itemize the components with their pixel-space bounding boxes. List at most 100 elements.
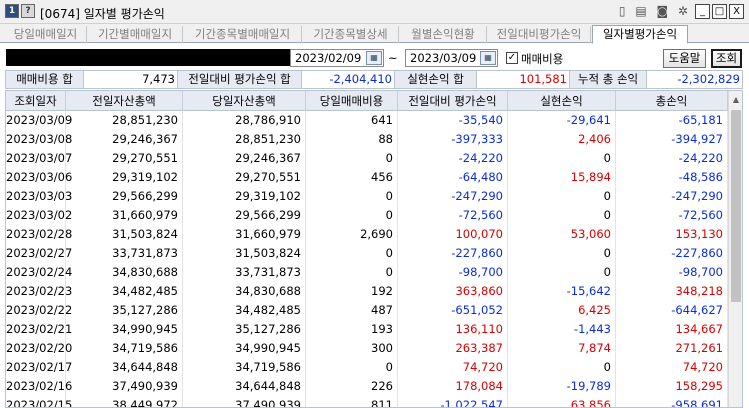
cell-today-assets: 28,851,230 bbox=[183, 130, 306, 149]
col-header-today-assets[interactable]: 당일자산총액 bbox=[183, 91, 306, 111]
cell-today-assets: 28,786,910 bbox=[183, 111, 306, 130]
cell-realized-pnl: -15,642 bbox=[508, 282, 616, 301]
cell-prev-assets: 34,719,586 bbox=[66, 339, 183, 358]
col-header-date[interactable]: 조회일자 bbox=[6, 91, 66, 111]
cell-realized-pnl: 15,894 bbox=[508, 168, 616, 187]
tab-today-journal[interactable]: 당일매매일지 bbox=[5, 26, 87, 43]
cell-total-pnl: -98,700 bbox=[616, 263, 728, 282]
cell-total-pnl: -958,691 bbox=[616, 396, 728, 407]
col-header-realized-pnl[interactable]: 실현손익 bbox=[508, 91, 616, 111]
cell-fee: 88 bbox=[306, 130, 398, 149]
cell-prev-assets: 29,270,551 bbox=[66, 149, 183, 168]
tab-monthly-pnl[interactable]: 월별손익현황 bbox=[400, 26, 487, 43]
cell-realized-pnl: 7,874 bbox=[508, 339, 616, 358]
query-button[interactable]: 조회 bbox=[711, 49, 742, 68]
cell-total-pnl: -72,560 bbox=[616, 206, 728, 225]
cell-realized-pnl: 63,856 bbox=[508, 396, 616, 407]
cell-eval-pnl: 100,070 bbox=[398, 225, 508, 244]
table-row[interactable]: 2023/02/24 34,830,688 33,731,873 0 -98,700 0-… bbox=[6, 263, 728, 282]
cell-fee: 0 bbox=[306, 149, 398, 168]
scroll-thumb[interactable] bbox=[731, 110, 741, 302]
tab-period-stock-journal[interactable]: 기간종목별매매일지 bbox=[184, 26, 302, 43]
table-row[interactable]: 2023/02/21 34,990,945 35,127,286 193 136,110… bbox=[6, 320, 728, 339]
cell-eval-pnl: -64,480 bbox=[398, 168, 508, 187]
cell-prev-assets: 34,830,688 bbox=[66, 263, 183, 282]
close-button[interactable]: X bbox=[729, 4, 744, 19]
title-bar: 1 ? [0674] 일자별 평가손익 ▯ ▤ ◙ ✲ _ □ X bbox=[0, 0, 749, 24]
cell-prev-assets: 34,482,485 bbox=[66, 282, 183, 301]
tab-prev-day-eval[interactable]: 전일대비평가손익 bbox=[488, 26, 591, 43]
cell-eval-pnl: -72,560 bbox=[398, 206, 508, 225]
cell-eval-pnl: 136,110 bbox=[398, 320, 508, 339]
cell-realized-pnl: 53,060 bbox=[508, 225, 616, 244]
cell-fee: 0 bbox=[306, 244, 398, 263]
table-row[interactable]: 2023/03/03 29,566,299 29,319,102 0 -247,290 0… bbox=[6, 187, 728, 206]
table-row[interactable]: 2023/02/22 35,127,286 34,482,485 487 -651,05… bbox=[6, 301, 728, 320]
cell-total-pnl: -24,220 bbox=[616, 149, 728, 168]
table-row[interactable]: 2023/02/15 38,449,972 37,490,939 811 -1,022,… bbox=[6, 396, 728, 407]
cell-realized-pnl: -29,641 bbox=[508, 111, 616, 130]
cell-fee: 487 bbox=[306, 301, 398, 320]
help-icon[interactable]: ? bbox=[21, 4, 35, 18]
account-field-redacted[interactable] bbox=[6, 49, 290, 66]
table-row[interactable]: 2023/03/07 29,270,551 29,246,367 0 -24,220 0-… bbox=[6, 149, 728, 168]
cell-fee: 0 bbox=[306, 187, 398, 206]
table-row[interactable]: 2023/02/17 34,644,848 34,719,586 0 74,720 0 74… bbox=[6, 358, 728, 377]
tab-daily-eval[interactable]: 일자별평가손익 bbox=[592, 25, 688, 44]
minimize-button[interactable]: _ bbox=[695, 4, 710, 19]
cell-prev-assets: 29,319,102 bbox=[66, 168, 183, 187]
toolbar-icons[interactable]: ▯ ▤ ◙ ✲ bbox=[618, 4, 691, 18]
cell-eval-pnl: -247,290 bbox=[398, 187, 508, 206]
start-date-field[interactable]: 2023/02/09 ▦ bbox=[290, 49, 384, 67]
cell-eval-pnl: -98,700 bbox=[398, 263, 508, 282]
table-row[interactable]: 2023/02/20 34,719,586 34,990,945 300 263,387… bbox=[6, 339, 728, 358]
cell-date: 2023/02/28 bbox=[6, 225, 72, 244]
table-row[interactable]: 2023/02/28 31,503,824 31,660,979 2,690 100,0… bbox=[6, 225, 728, 244]
screen-number-icon[interactable]: 1 bbox=[5, 4, 19, 18]
cell-today-assets: 29,566,299 bbox=[183, 206, 306, 225]
col-header-eval-pnl[interactable]: 전일대비 평가손익 bbox=[398, 91, 508, 111]
cell-today-assets: 31,503,824 bbox=[183, 244, 306, 263]
include-fee-label[interactable]: 매매비용 bbox=[521, 52, 564, 66]
realized-sum-value: 101,581 bbox=[477, 71, 570, 88]
scroll-up-icon[interactable]: ▲ bbox=[732, 95, 740, 104]
total-pnl-value: -2,302,829 bbox=[677, 72, 740, 86]
cell-eval-pnl: -227,860 bbox=[398, 244, 508, 263]
start-date-value: 2023/02/09 bbox=[295, 51, 362, 65]
maximize-button[interactable]: □ bbox=[712, 4, 727, 19]
cell-fee: 2,690 bbox=[306, 225, 398, 244]
cell-total-pnl: -644,627 bbox=[616, 301, 728, 320]
table-row[interactable]: 2023/03/02 31,660,979 29,566,299 0 -72,560 0-… bbox=[6, 206, 728, 225]
tab-period-stock-detail[interactable]: 기간종목별상세 bbox=[303, 26, 399, 43]
cell-today-assets: 34,482,485 bbox=[183, 301, 306, 320]
cell-fee: 300 bbox=[306, 339, 398, 358]
calendar-icon[interactable]: ▦ bbox=[480, 51, 496, 65]
cell-prev-assets: 29,566,299 bbox=[66, 187, 183, 206]
cell-realized-pnl: 0 bbox=[508, 187, 616, 206]
cell-prev-assets: 28,851,230 bbox=[66, 111, 183, 130]
cell-fee: 0 bbox=[306, 263, 398, 282]
col-header-fee[interactable]: 당일매매비용 bbox=[306, 91, 398, 111]
vertical-scrollbar[interactable]: ▲ bbox=[728, 91, 742, 407]
table-row[interactable]: 2023/02/23 34,482,485 34,830,688 192 363,860… bbox=[6, 282, 728, 301]
end-date-field[interactable]: 2023/03/09 ▦ bbox=[405, 49, 498, 67]
cell-realized-pnl: 0 bbox=[508, 263, 616, 282]
table-row[interactable]: 2023/02/16 37,490,939 34,644,848 226 178,084… bbox=[6, 377, 728, 396]
table-row[interactable]: 2023/02/27 33,731,873 31,503,824 0 -227,860 0… bbox=[6, 244, 728, 263]
calendar-icon[interactable]: ▦ bbox=[366, 51, 382, 65]
cell-total-pnl: -247,290 bbox=[616, 187, 728, 206]
table-row[interactable]: 2023/03/09 28,851,230 28,786,910 641 -35,540… bbox=[6, 111, 728, 130]
table-row[interactable]: 2023/03/06 29,319,102 29,270,551 456 -64,480… bbox=[6, 168, 728, 187]
total-pnl-label: 누적 총 손익 bbox=[570, 71, 647, 88]
cell-fee: 456 bbox=[306, 168, 398, 187]
table-row[interactable]: 2023/03/08 29,246,367 28,851,230 88 -397,333… bbox=[6, 130, 728, 149]
cell-today-assets: 35,127,286 bbox=[183, 320, 306, 339]
end-date-value: 2023/03/09 bbox=[410, 51, 477, 65]
col-header-prev-assets[interactable]: 전일자산총액 bbox=[66, 91, 183, 111]
cell-realized-pnl: 0 bbox=[508, 358, 616, 377]
tab-period-journal[interactable]: 기간별매매일지 bbox=[88, 26, 183, 43]
col-header-total-pnl[interactable]: 총손익 bbox=[616, 91, 728, 111]
include-fee-checkbox[interactable]: ✓ bbox=[506, 52, 518, 64]
cell-eval-pnl: -397,333 bbox=[398, 130, 508, 149]
help-button[interactable]: 도움말 bbox=[663, 49, 706, 68]
